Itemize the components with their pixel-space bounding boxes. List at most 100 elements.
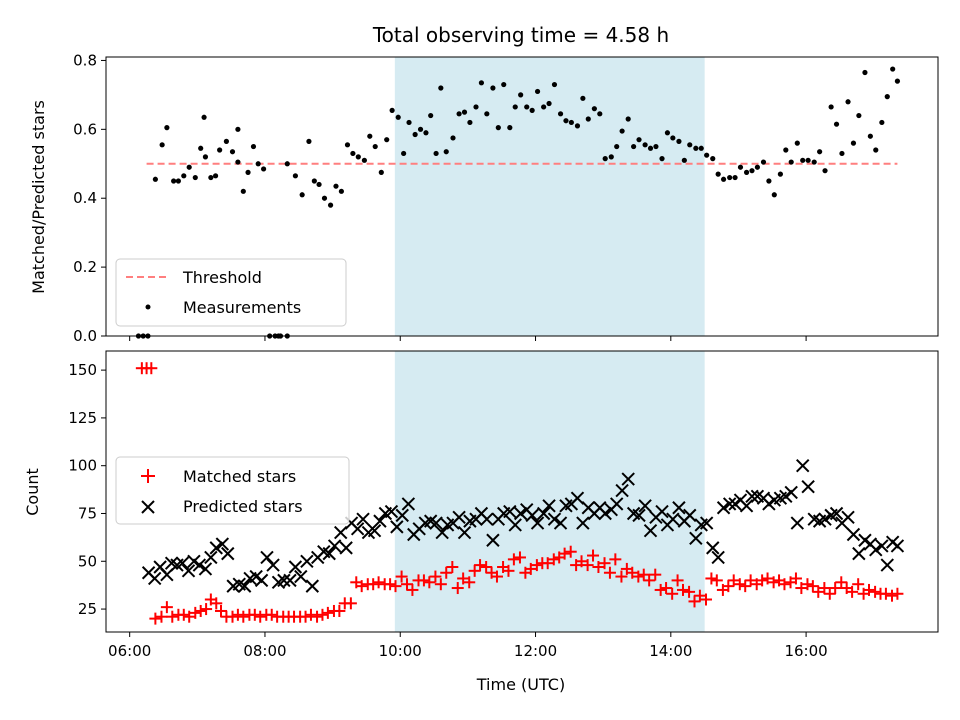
measurement-point — [450, 135, 456, 141]
predicted-star-point — [192, 558, 207, 572]
measurement-point — [580, 95, 586, 101]
measurement-point — [608, 154, 614, 160]
measurement-point — [518, 92, 524, 98]
measurement-point — [867, 133, 873, 139]
matched-star-point — [490, 570, 503, 583]
measurement-point — [338, 188, 344, 194]
predicted-star-point — [869, 543, 883, 557]
predicted-star-point — [609, 497, 624, 511]
predicted-star-point — [852, 546, 866, 561]
matched-star-point — [372, 576, 385, 589]
predicted-star-point — [322, 546, 336, 561]
top-legend: Threshold Measurements — [115, 258, 347, 327]
predicted-star-point — [621, 472, 635, 486]
top-shaded-span — [394, 57, 705, 336]
measurement-point — [591, 106, 597, 112]
predicted-star-point — [890, 539, 905, 553]
predicted-star-point — [576, 516, 590, 530]
bottom-y-tick-label: 25 — [78, 600, 97, 618]
measurement-point — [670, 135, 676, 141]
measurement-point — [676, 138, 682, 144]
measurement-point — [715, 171, 721, 177]
predicted-star-point — [706, 541, 720, 555]
predicted-star-point — [829, 506, 844, 521]
predicted-star-point — [570, 491, 585, 505]
measurement-point — [794, 140, 800, 146]
predicted-star-point — [435, 525, 449, 540]
matched-star-point — [846, 585, 859, 598]
matched-star-point — [676, 583, 689, 596]
measurement-point — [240, 188, 246, 194]
matched-star-point — [733, 578, 746, 591]
matched-star-point — [480, 561, 493, 574]
matched-star-point — [440, 566, 453, 579]
matched-star-point — [507, 553, 520, 566]
predicted-star-point — [401, 497, 416, 511]
matched-star-point — [406, 583, 419, 596]
predicted-star-point — [638, 499, 652, 513]
matched-star-point — [189, 606, 202, 619]
measurement-point — [788, 159, 794, 165]
matched-star-point — [316, 608, 329, 621]
measurement-point — [771, 192, 777, 198]
measurement-point — [389, 107, 395, 113]
predicted-star-point — [632, 508, 646, 523]
measurement-point — [299, 192, 305, 198]
predicted-star-point — [356, 512, 370, 526]
matched-star-point — [564, 545, 577, 558]
predicted-star-point — [288, 560, 303, 574]
measurement-point — [529, 107, 535, 113]
measurement-point — [501, 81, 507, 88]
measurement-point — [461, 109, 468, 115]
measurement-point — [653, 143, 659, 150]
matched-star-point — [237, 610, 250, 623]
predicted-star-point — [260, 550, 274, 565]
measurement-point — [737, 164, 744, 170]
matched-star-point — [801, 578, 814, 591]
matched-star-point — [145, 362, 158, 375]
predicted-star-point — [513, 506, 528, 521]
measurement-point — [833, 121, 840, 127]
measurement-point — [557, 111, 564, 117]
matched-star-point — [502, 564, 515, 577]
matched-star-point — [355, 580, 368, 593]
measurement-point — [245, 169, 251, 175]
predicted-star-point — [204, 550, 218, 565]
measurement-point — [534, 88, 541, 95]
predicted-star-point — [790, 516, 805, 530]
predicted-star-point — [672, 501, 686, 515]
matched-star-point — [321, 606, 334, 619]
measurement-point — [805, 157, 811, 163]
predicted-star-point — [530, 516, 545, 530]
measurement-point — [541, 104, 547, 110]
matched-star-point — [513, 551, 526, 564]
measurement-point — [171, 178, 177, 184]
matched-star-point — [615, 570, 628, 583]
matched-star-point — [705, 572, 718, 585]
measurement-point — [597, 111, 603, 117]
measurement-point — [384, 137, 390, 143]
matched-star-point — [423, 576, 436, 589]
matched-star-point — [395, 570, 408, 583]
measurement-point — [631, 143, 637, 150]
predicted-legend-label: Predicted stars — [183, 497, 303, 516]
predicted-star-point — [711, 550, 725, 565]
measurement-point — [361, 157, 367, 163]
predicted-star-point — [300, 554, 314, 568]
bottom-y-tick-label: 150 — [68, 361, 97, 379]
predicted-star-point — [666, 512, 680, 526]
matched-star-point — [463, 576, 476, 589]
top-y-axis-label: Matched/Predicted stars — [29, 100, 48, 294]
predicted-star-point — [215, 537, 230, 551]
matched-star-point — [660, 582, 673, 595]
measurement-point — [743, 169, 750, 175]
matched-star-point — [649, 568, 662, 581]
measurement-point — [862, 69, 868, 76]
matched-star-point — [756, 574, 769, 587]
matched-star-point — [474, 559, 487, 572]
measurement-point — [223, 138, 230, 144]
measurement-point — [507, 125, 513, 131]
matched-star-point — [417, 574, 430, 587]
predicted-star-point — [598, 506, 612, 521]
measurement-point — [255, 161, 261, 167]
